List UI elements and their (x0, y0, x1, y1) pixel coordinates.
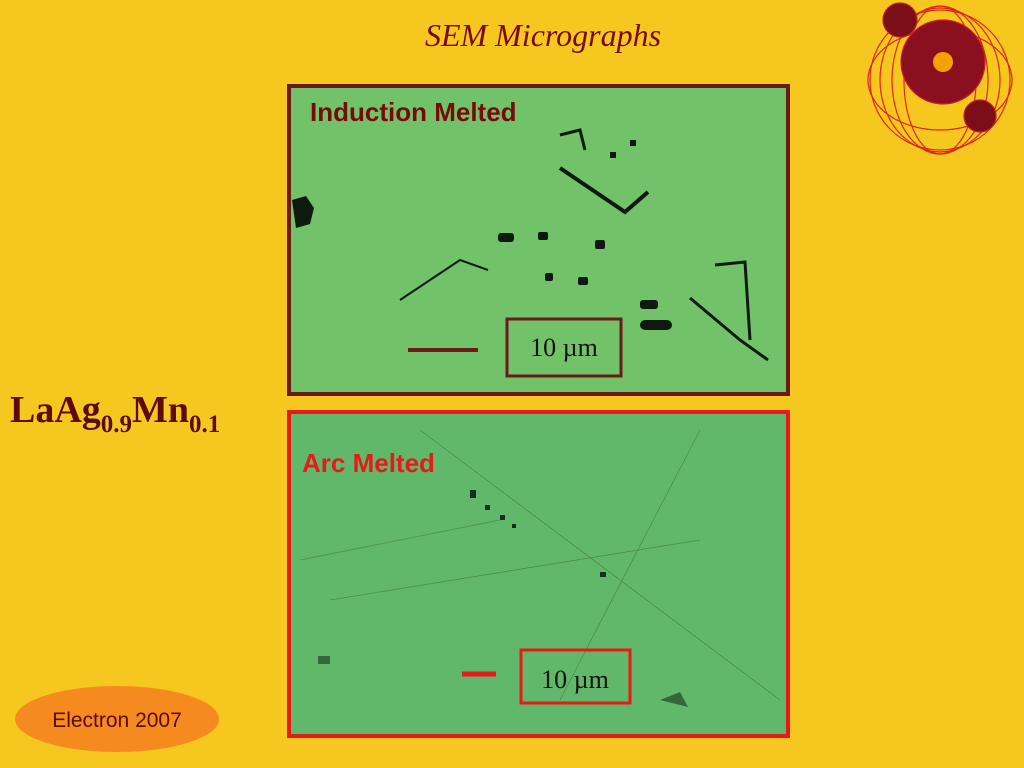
footer-text: Electron 2007 (52, 709, 182, 732)
micrograph-panel: Arc Melted 10 µm (287, 410, 790, 738)
formula-subscript: 0.1 (189, 411, 220, 438)
scale-label: 10 µm (541, 665, 609, 694)
formula-subscript: 0.9 (101, 411, 132, 438)
micrograph-features (299, 429, 781, 707)
scale-label: 10 µm (530, 333, 598, 362)
slide-title: SEM Micrographs (425, 17, 661, 53)
panel-label: Induction Melted (310, 97, 517, 127)
scale-box (505, 317, 623, 378)
formula-base: Mn (132, 389, 189, 431)
micrograph-features (292, 128, 769, 362)
formula: LaAg0.9Mn0.1 (10, 389, 220, 438)
scale-box (519, 648, 632, 705)
footer-badge (15, 686, 219, 752)
panel-label: Arc Melted (302, 448, 435, 478)
micrograph-panel: Induction Melted 10 µm (287, 84, 790, 396)
formula-base: LaAg (10, 389, 101, 431)
micrograph (287, 410, 790, 738)
micrograph (287, 84, 790, 396)
logo (867, 2, 1013, 155)
